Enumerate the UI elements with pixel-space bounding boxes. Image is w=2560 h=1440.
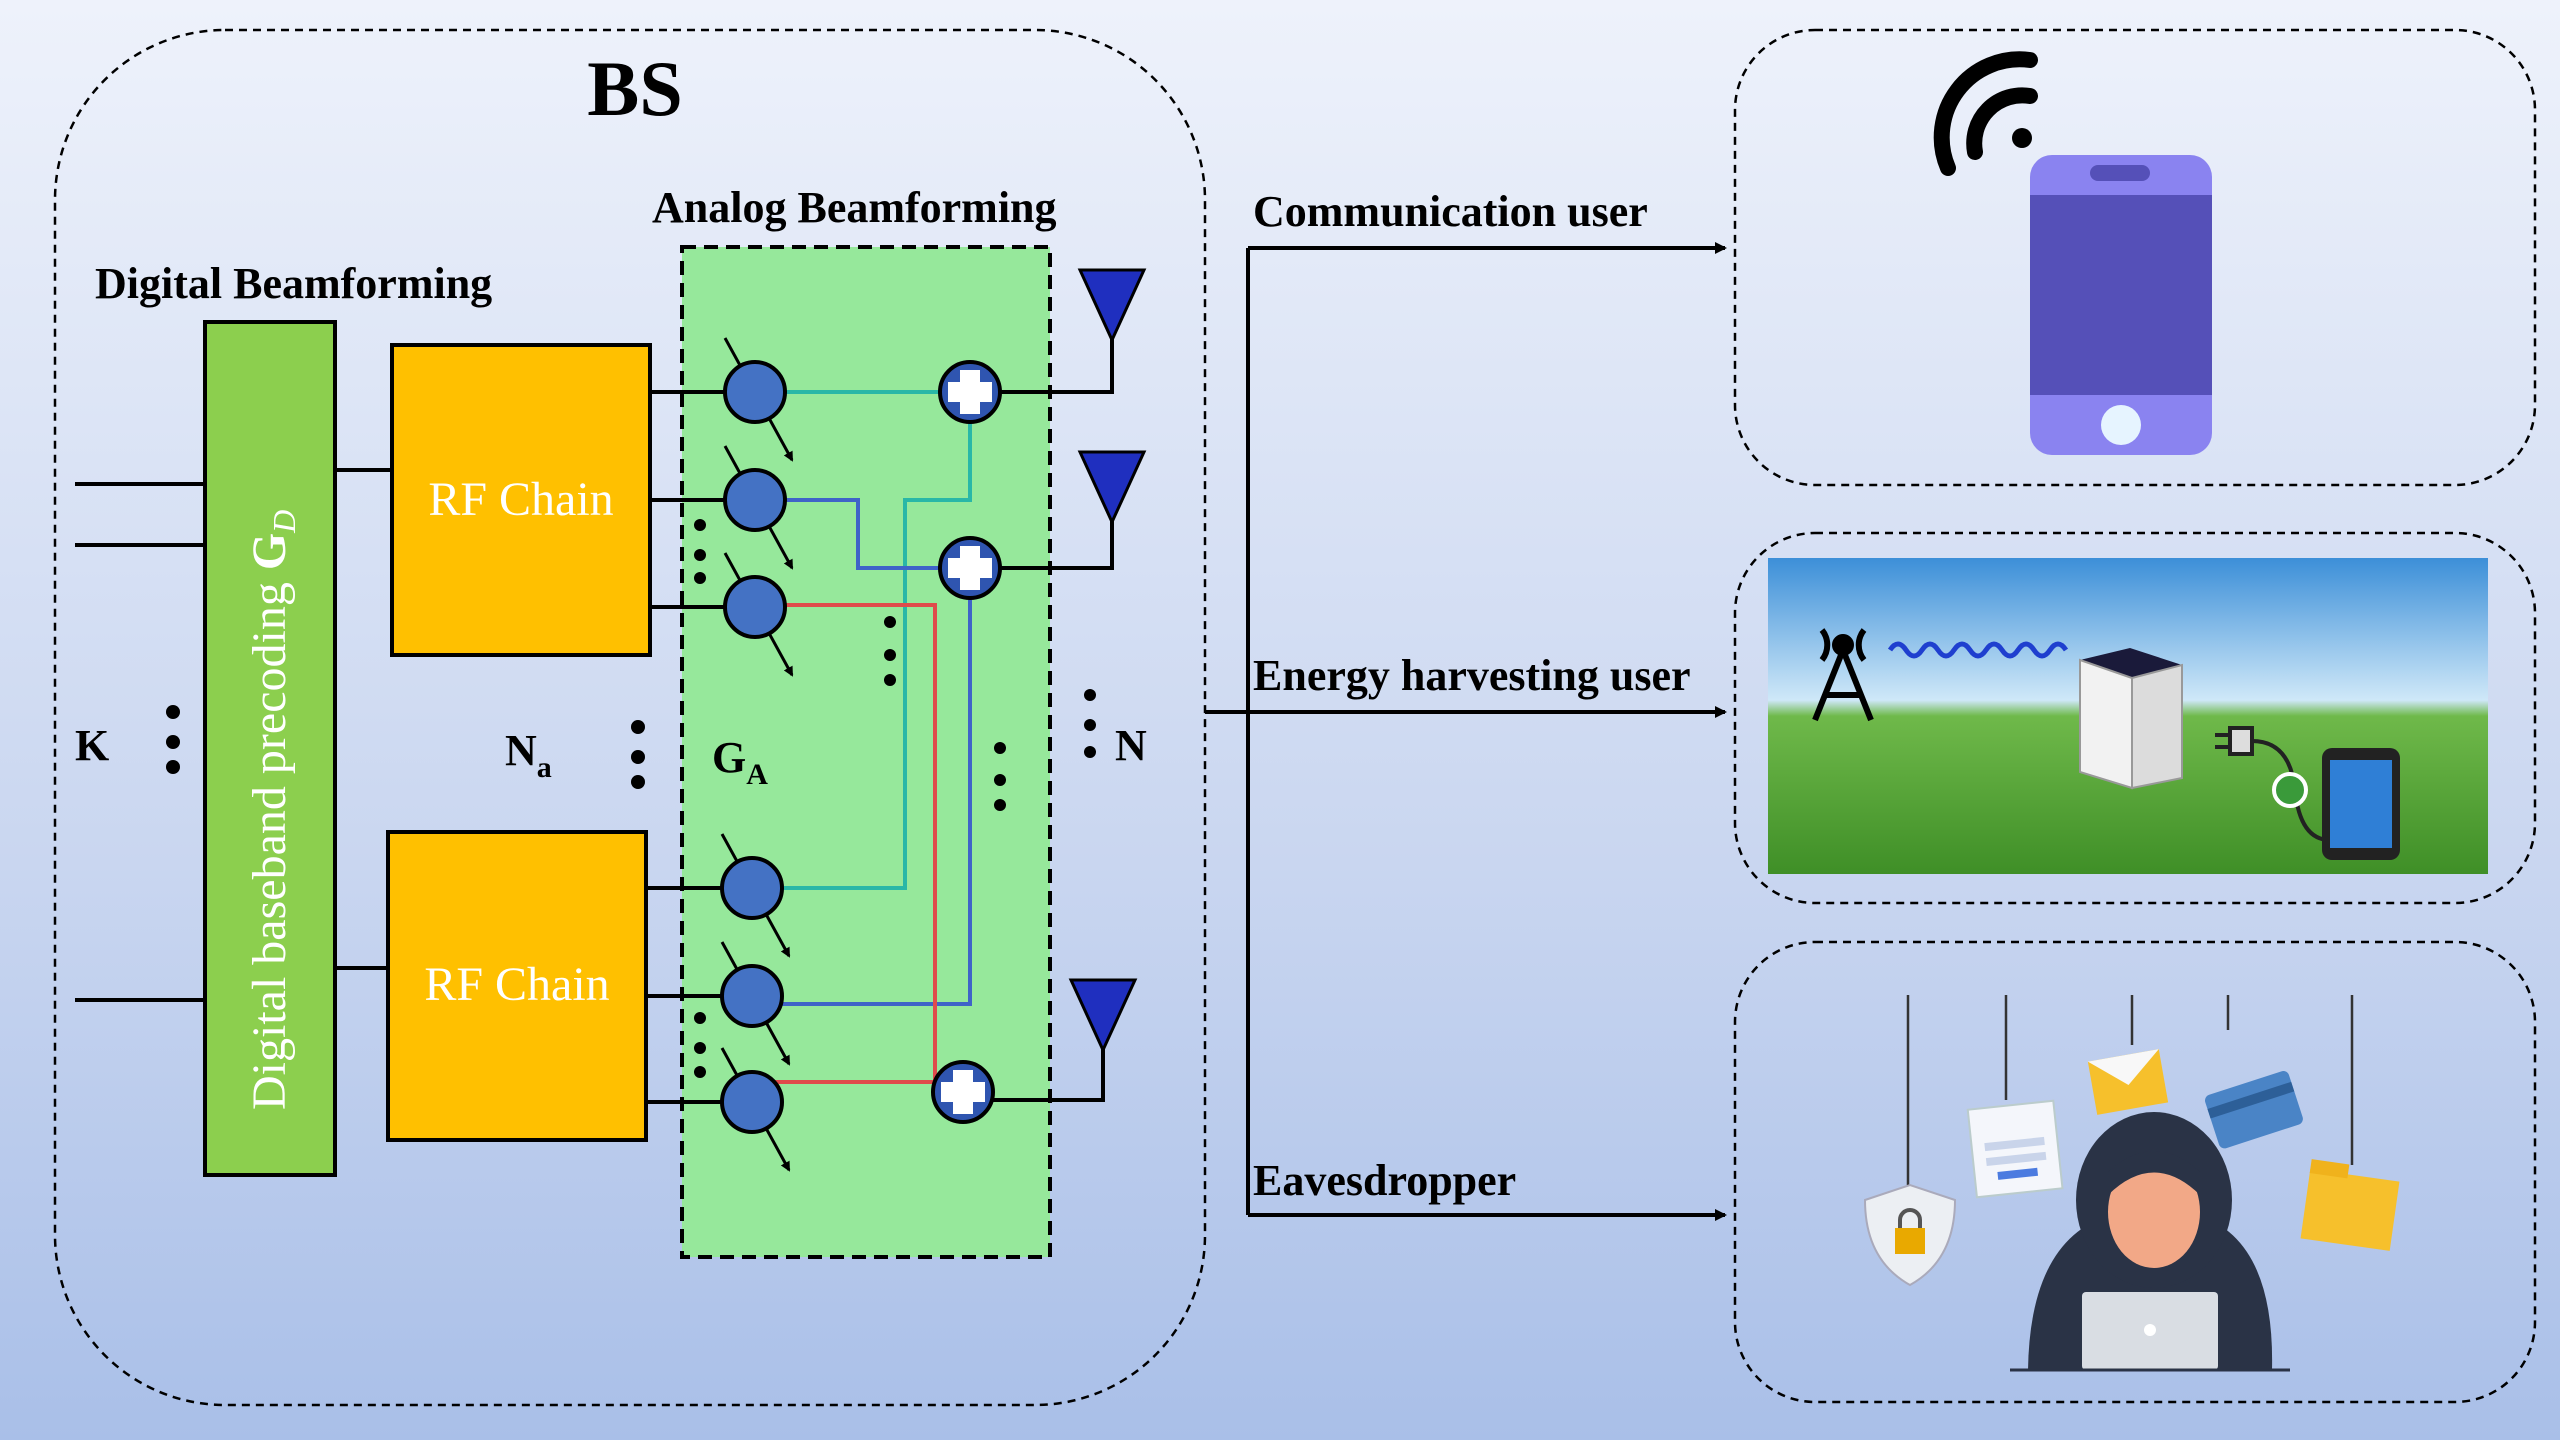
antenna-icon [1068, 978, 1138, 1054]
k-input-lines [75, 482, 205, 1002]
eavesdropper-label: Eavesdropper [1253, 1156, 1516, 1205]
energy-user-box [1733, 531, 2537, 905]
analog-beamforming-label: Analog Beamforming [652, 183, 1057, 232]
antennas [1068, 268, 1147, 1054]
digital-precoding-block [203, 320, 337, 1177]
k-ellipsis [166, 705, 180, 774]
phase-shifter-icon [723, 552, 794, 677]
combiners [931, 360, 1002, 1124]
folder-icon [2300, 1159, 2400, 1251]
communication-user-label: Communication user [1253, 187, 1648, 236]
antenna-icon [1077, 268, 1147, 344]
ga-label: GA [712, 733, 768, 791]
credit-card-icon [2205, 1071, 2303, 1149]
rf-chain-top-label: RF Chain [428, 473, 613, 526]
phase-shifter-icon [720, 833, 791, 958]
bs-to-users-lines [1205, 242, 1727, 1221]
login-form-icon [1966, 1099, 2064, 1199]
antenna-feed-lines [993, 320, 1114, 1102]
phase-shifter-icon [720, 941, 791, 1066]
smartphone-icon [2030, 155, 2212, 455]
digital-precoding-label: Digital baseband precoding GD [243, 510, 302, 1110]
precoding-to-rf-lines [335, 468, 392, 970]
envelope-icon [2087, 1049, 2169, 1115]
rf-output-ellipsis [694, 519, 706, 1078]
na-ellipsis [631, 720, 645, 789]
eavesdropper-scene [1863, 995, 2400, 1372]
n-ellipsis [1084, 689, 1096, 758]
na-label: Na [505, 726, 552, 784]
rf-to-phase-shifter-lines [646, 390, 725, 1104]
n-label: N [1115, 721, 1147, 770]
digital-beamforming-label: Digital Beamforming [95, 259, 492, 308]
phase-shifter-icon [723, 337, 794, 462]
analog-inner-ellipsis [884, 616, 1006, 811]
adder-icon [938, 360, 1002, 424]
shield-lock-icon [1863, 1183, 1957, 1287]
rf-chain-bottom-label: RF Chain [424, 958, 609, 1011]
rf-chain-top [390, 343, 652, 657]
check-icon [2272, 772, 2308, 808]
wave-icon [1887, 641, 2069, 659]
communication-user-box [1733, 28, 2537, 487]
wifi-icon [1933, 51, 2038, 176]
phase-shifters [720, 337, 794, 1172]
blue-connections [757, 498, 972, 1006]
adder-icon [938, 536, 1002, 600]
hacker-icon [2010, 1112, 2290, 1372]
phase-shifter-icon [720, 1047, 791, 1172]
teal-connections [757, 390, 972, 890]
rf-chain-bottom [386, 830, 648, 1142]
energy-harvesting-user-label: Energy harvesting user [1253, 651, 1691, 700]
tower-icon [1812, 628, 1874, 722]
k-label: K [75, 721, 109, 770]
energy-harvesting-scene [1768, 558, 2488, 874]
antenna-icon [1077, 450, 1147, 526]
phase-shifter-icon [723, 445, 794, 570]
tablet-icon [2322, 748, 2400, 860]
rectenna-building-icon [2079, 648, 2183, 790]
adder-icon [931, 1060, 995, 1124]
bs-title: BS [587, 45, 682, 132]
eavesdropper-box [1733, 940, 2537, 1404]
